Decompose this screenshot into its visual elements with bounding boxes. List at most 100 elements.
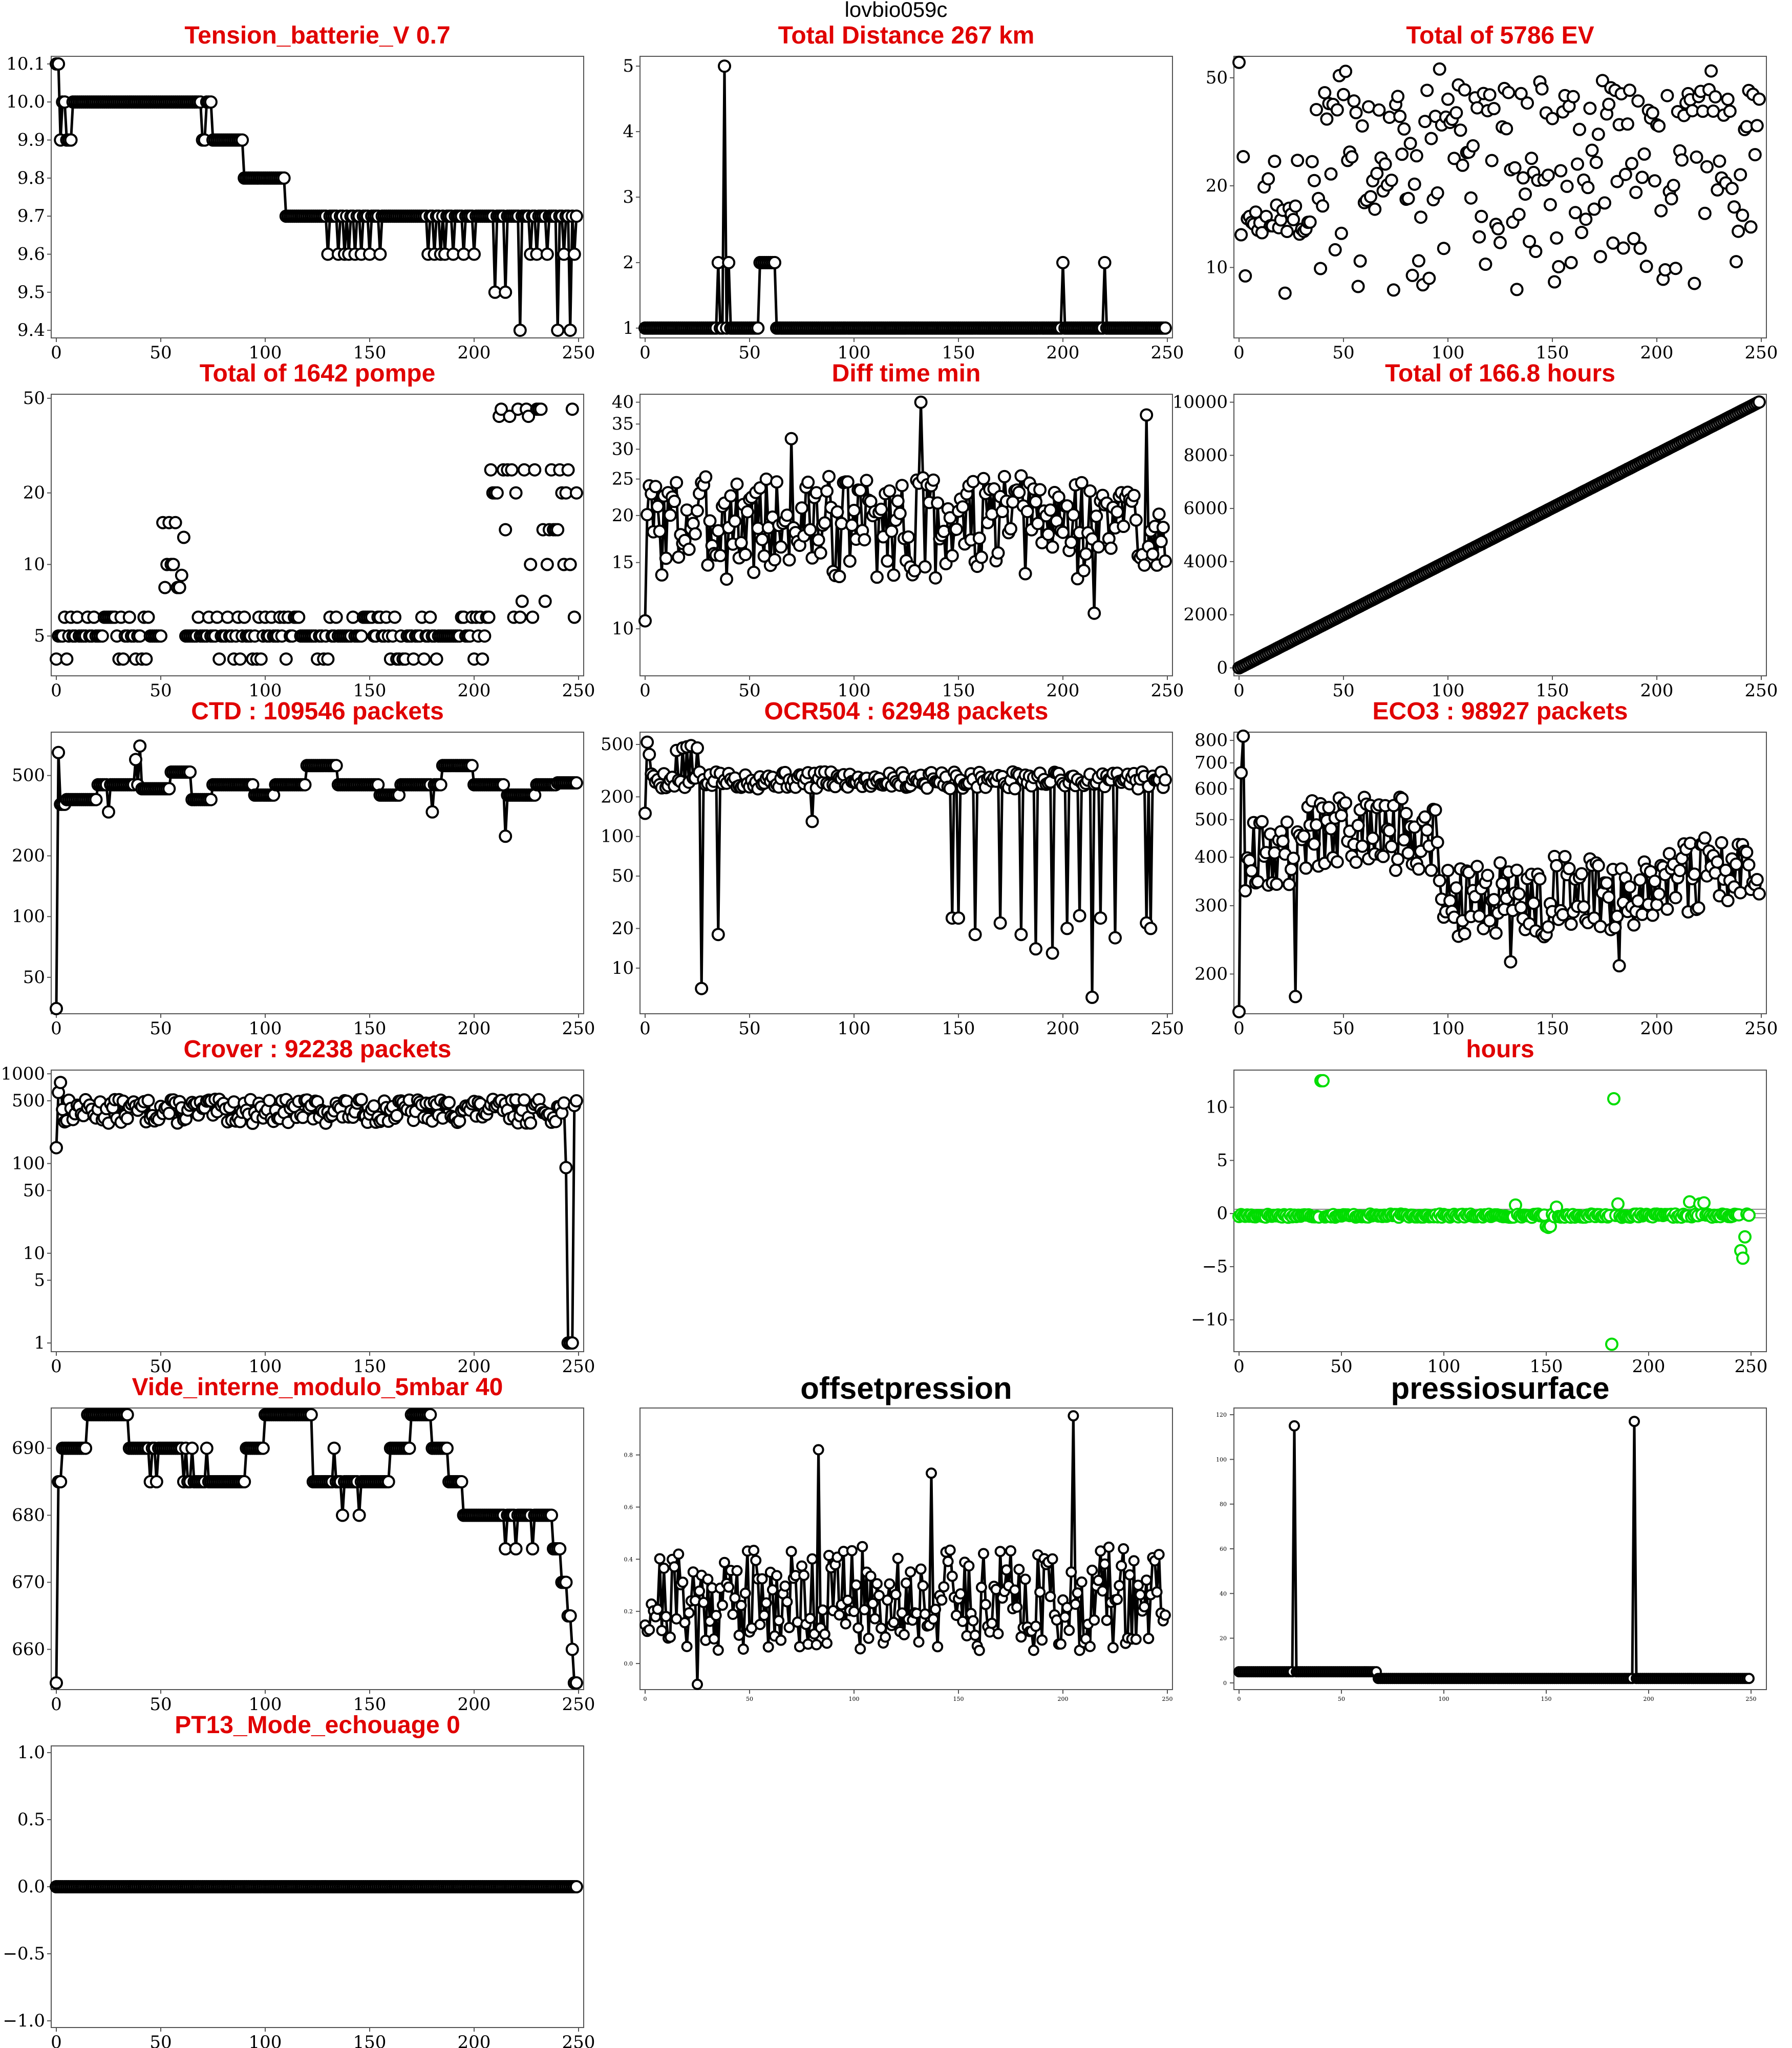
data-point bbox=[1077, 564, 1091, 578]
data-point bbox=[1046, 946, 1059, 960]
x-tick-label: 100 bbox=[1427, 1356, 1461, 1377]
data-point bbox=[905, 1566, 916, 1578]
data-point bbox=[1013, 1564, 1025, 1575]
y-tick-label: 9.9 bbox=[17, 130, 45, 151]
data-point bbox=[354, 1093, 368, 1106]
data-point bbox=[795, 501, 808, 515]
data-point bbox=[515, 594, 529, 608]
data-point bbox=[978, 1548, 989, 1560]
series-points bbox=[1233, 1416, 1755, 1684]
y-tick-label: 20 bbox=[23, 483, 45, 503]
data-point bbox=[569, 1676, 583, 1690]
data-point bbox=[540, 247, 554, 261]
data-point bbox=[986, 1617, 998, 1629]
data-point bbox=[1491, 222, 1505, 236]
data-point bbox=[1483, 914, 1497, 928]
x-tick-label: 250 bbox=[562, 1018, 595, 1039]
data-point bbox=[563, 1609, 577, 1623]
data-point bbox=[708, 1633, 720, 1645]
data-point bbox=[1289, 1420, 1300, 1432]
data-point bbox=[992, 1628, 1004, 1639]
data-point bbox=[750, 1554, 762, 1566]
data-point bbox=[1044, 1591, 1056, 1603]
series-points bbox=[1232, 55, 1766, 300]
data-point bbox=[1324, 167, 1338, 181]
data-point bbox=[567, 610, 581, 624]
data-point bbox=[1046, 540, 1059, 554]
data-point bbox=[871, 1578, 883, 1590]
data-point bbox=[739, 1587, 751, 1599]
x-tick-label: 200 bbox=[1644, 1696, 1654, 1702]
x-tick-label: 50 bbox=[738, 343, 760, 363]
data-point bbox=[747, 565, 761, 579]
data-point bbox=[876, 1623, 887, 1634]
plot-frame bbox=[1233, 56, 1767, 338]
data-point bbox=[1433, 62, 1446, 76]
data-point bbox=[256, 1441, 270, 1455]
data-point bbox=[1014, 928, 1028, 942]
data-point bbox=[1730, 857, 1743, 871]
data-point bbox=[1407, 820, 1421, 834]
data-point bbox=[1291, 154, 1305, 167]
data-point bbox=[1307, 837, 1321, 851]
data-point bbox=[1056, 525, 1070, 539]
data-point bbox=[1529, 245, 1543, 258]
data-point bbox=[1073, 909, 1086, 923]
data-point bbox=[1330, 103, 1344, 117]
data-point bbox=[1094, 911, 1107, 925]
x-tick-label: 150 bbox=[953, 1696, 964, 1702]
data-point bbox=[1033, 483, 1047, 497]
data-point bbox=[1473, 230, 1486, 244]
data-point bbox=[1063, 1625, 1075, 1636]
data-point bbox=[1305, 155, 1319, 168]
data-point bbox=[1391, 852, 1405, 866]
plot-frame bbox=[1233, 394, 1767, 676]
data-point bbox=[1424, 132, 1438, 145]
data-point bbox=[1510, 863, 1524, 877]
data-point bbox=[166, 558, 180, 571]
data-point bbox=[1339, 796, 1353, 810]
data-point bbox=[1068, 1410, 1079, 1422]
x-tick-label: 250 bbox=[562, 680, 595, 701]
data-point bbox=[567, 247, 581, 261]
y-tick-label: 10 bbox=[1206, 257, 1228, 278]
data-point bbox=[1144, 922, 1158, 935]
plot-frame bbox=[639, 732, 1173, 1014]
data-point bbox=[737, 1644, 749, 1655]
data-point bbox=[643, 748, 656, 761]
data-point bbox=[748, 1545, 760, 1556]
data-point bbox=[1114, 1580, 1125, 1591]
data-point bbox=[1475, 209, 1488, 223]
data-point bbox=[526, 610, 540, 624]
x-tick-label: 100 bbox=[249, 2032, 282, 2048]
data-point bbox=[1403, 137, 1417, 151]
data-point bbox=[1041, 527, 1055, 541]
data-point bbox=[1232, 1005, 1246, 1018]
data-point bbox=[1112, 1593, 1123, 1605]
data-point bbox=[738, 548, 752, 561]
data-point bbox=[565, 402, 579, 416]
series-points bbox=[1232, 395, 1766, 675]
y-tick-label: 20 bbox=[1220, 1635, 1227, 1642]
data-point bbox=[812, 533, 825, 547]
data-point bbox=[780, 508, 794, 522]
y-tick-label: 100 bbox=[12, 1154, 45, 1174]
data-point bbox=[1595, 74, 1609, 88]
data-point bbox=[1662, 847, 1676, 861]
data-point bbox=[649, 480, 663, 494]
x-tick-label: 100 bbox=[849, 1696, 860, 1702]
y-tick-label: 10 bbox=[23, 1243, 45, 1264]
data-point bbox=[890, 1589, 902, 1601]
data-point bbox=[60, 652, 74, 666]
chart-title: Total of 5786 EV bbox=[1406, 22, 1594, 49]
data-point bbox=[955, 1588, 967, 1599]
x-tick-label: 200 bbox=[1632, 1356, 1666, 1377]
data-point bbox=[898, 1629, 910, 1640]
data-point bbox=[1660, 902, 1674, 916]
data-point bbox=[782, 553, 796, 567]
data-point bbox=[891, 494, 905, 508]
data-point bbox=[1568, 206, 1582, 220]
data-point bbox=[1591, 127, 1605, 141]
data-point bbox=[1494, 236, 1507, 249]
data-point bbox=[1611, 1197, 1625, 1211]
